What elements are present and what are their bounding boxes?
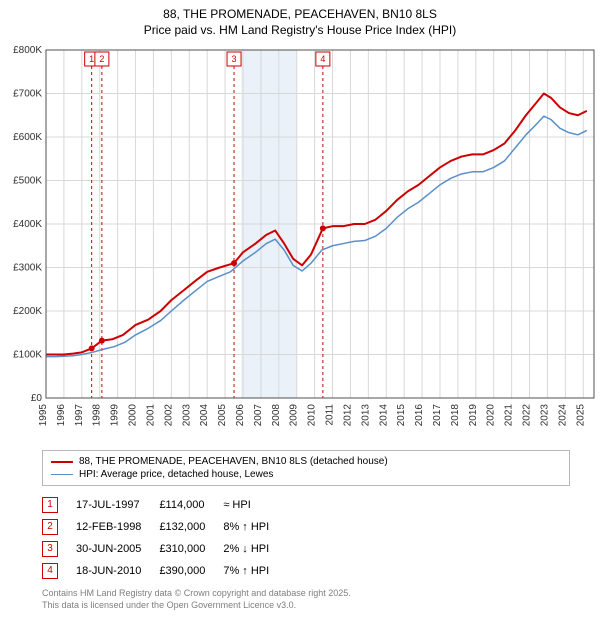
svg-text:£200K: £200K — [13, 306, 42, 317]
svg-text:2000: 2000 — [128, 404, 139, 427]
sale-marker-num: 3 — [42, 541, 58, 557]
sale-num-cell: 1 — [42, 494, 76, 516]
sale-price: £114,000 — [159, 494, 223, 516]
svg-text:2008: 2008 — [271, 404, 282, 427]
svg-text:2005: 2005 — [217, 404, 228, 427]
svg-text:2013: 2013 — [360, 404, 371, 427]
svg-text:2009: 2009 — [289, 404, 300, 427]
sale-delta: 8% ↑ HPI — [223, 516, 287, 538]
svg-text:£400K: £400K — [13, 219, 42, 230]
title-line2: Price paid vs. HM Land Registry's House … — [2, 22, 598, 38]
footer-line2: This data is licensed under the Open Gov… — [42, 600, 598, 612]
sale-num-cell: 4 — [42, 560, 76, 582]
legend-row: 88, THE PROMENADE, PEACEHAVEN, BN10 8LS … — [51, 455, 561, 468]
legend-row: HPI: Average price, detached house, Lewe… — [51, 468, 561, 481]
svg-text:2015: 2015 — [396, 404, 407, 427]
svg-text:2014: 2014 — [378, 404, 389, 427]
legend-label: 88, THE PROMENADE, PEACEHAVEN, BN10 8LS … — [79, 456, 388, 467]
table-row: 1 17-JUL-1997£114,000≈ HPI — [42, 494, 287, 516]
svg-text:2020: 2020 — [486, 404, 497, 427]
table-row: 4 18-JUN-2010£390,0007% ↑ HPI — [42, 560, 287, 582]
svg-text:3: 3 — [232, 54, 237, 64]
chart-title: 88, THE PROMENADE, PEACEHAVEN, BN10 8LS … — [2, 6, 598, 38]
svg-text:2018: 2018 — [450, 404, 461, 427]
svg-text:2021: 2021 — [504, 404, 515, 427]
svg-text:£0: £0 — [31, 393, 43, 404]
chart-svg: £0 £100K £200K £300K £400K £500K £600K £700K £80… — [2, 44, 598, 444]
sale-price: £390,000 — [159, 560, 223, 582]
svg-text:2006: 2006 — [235, 404, 246, 427]
svg-text:4: 4 — [320, 54, 325, 64]
legend-swatch — [51, 461, 73, 463]
svg-text:1: 1 — [89, 54, 94, 64]
footer-note: Contains HM Land Registry data © Crown c… — [42, 588, 598, 611]
svg-text:2017: 2017 — [432, 404, 443, 427]
table-row: 2 12-FEB-1998£132,0008% ↑ HPI — [42, 516, 287, 538]
svg-text:£700K: £700K — [13, 89, 42, 100]
sale-marker-num: 1 — [42, 497, 58, 513]
title-line1: 88, THE PROMENADE, PEACEHAVEN, BN10 8LS — [2, 6, 598, 22]
sale-date: 12-FEB-1998 — [76, 516, 159, 538]
svg-text:2004: 2004 — [199, 404, 210, 427]
sale-delta: ≈ HPI — [223, 494, 287, 516]
legend-swatch — [51, 474, 73, 475]
sale-date: 17-JUL-1997 — [76, 494, 159, 516]
svg-text:1995: 1995 — [38, 404, 49, 427]
legend-label: HPI: Average price, detached house, Lewe… — [79, 469, 273, 480]
sale-marker-num: 4 — [42, 563, 58, 579]
sale-marker-num: 2 — [42, 519, 58, 535]
svg-text:2003: 2003 — [181, 404, 192, 427]
sale-date: 18-JUN-2010 — [76, 560, 159, 582]
legend: 88, THE PROMENADE, PEACEHAVEN, BN10 8LS … — [42, 450, 570, 486]
svg-text:£800K: £800K — [13, 45, 42, 56]
svg-text:2025: 2025 — [575, 404, 586, 427]
svg-text:1999: 1999 — [110, 404, 121, 427]
svg-text:2024: 2024 — [557, 404, 568, 427]
sale-delta: 7% ↑ HPI — [223, 560, 287, 582]
price-chart: £0 £100K £200K £300K £400K £500K £600K £700K £80… — [2, 44, 598, 444]
svg-text:1996: 1996 — [56, 404, 67, 427]
svg-text:2001: 2001 — [145, 404, 156, 427]
sale-num-cell: 3 — [42, 538, 76, 560]
svg-text:1998: 1998 — [92, 404, 103, 427]
footer-line1: Contains HM Land Registry data © Crown c… — [42, 588, 598, 600]
sale-delta: 2% ↓ HPI — [223, 538, 287, 560]
svg-text:2019: 2019 — [468, 404, 479, 427]
sale-price: £310,000 — [159, 538, 223, 560]
svg-text:2010: 2010 — [307, 404, 318, 427]
svg-text:2007: 2007 — [253, 404, 264, 427]
svg-text:2011: 2011 — [325, 404, 336, 426]
sale-date: 30-JUN-2005 — [76, 538, 159, 560]
svg-text:2016: 2016 — [414, 404, 425, 427]
svg-text:£100K: £100K — [13, 350, 42, 361]
svg-text:2002: 2002 — [163, 404, 174, 427]
svg-text:2: 2 — [99, 54, 104, 64]
sales-table: 1 17-JUL-1997£114,000≈ HPI 2 12-FEB-1998£13… — [42, 494, 287, 582]
sale-num-cell: 2 — [42, 516, 76, 538]
svg-text:2023: 2023 — [539, 404, 550, 427]
svg-text:£500K: £500K — [13, 176, 42, 187]
svg-text:2022: 2022 — [522, 404, 533, 427]
svg-text:2012: 2012 — [342, 404, 353, 427]
table-row: 3 30-JUN-2005£310,0002% ↓ HPI — [42, 538, 287, 560]
svg-text:£600K: £600K — [13, 132, 42, 143]
sale-price: £132,000 — [159, 516, 223, 538]
svg-text:1997: 1997 — [74, 404, 85, 427]
svg-text:£300K: £300K — [13, 263, 42, 274]
